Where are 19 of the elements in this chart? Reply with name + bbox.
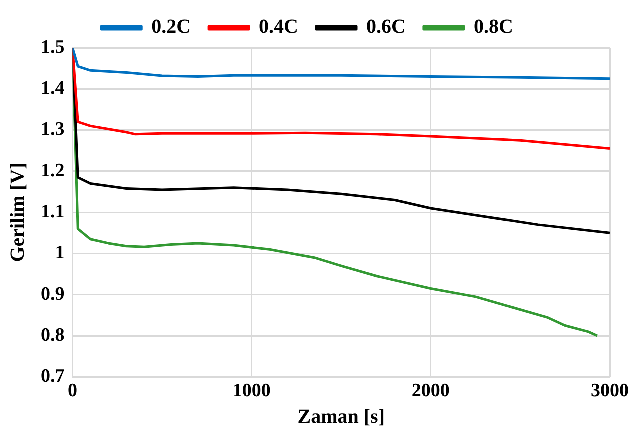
y-tick-label: 0.7 (41, 366, 66, 388)
y-tick-label: 0.8 (41, 324, 65, 346)
x-tick-label: 2000 (412, 380, 450, 402)
legend-label: 0.6C (366, 16, 406, 38)
x-tick-label: 1000 (232, 380, 271, 402)
y-tick-label: 1.3 (41, 119, 65, 140)
y-tick-label: 1.1 (41, 202, 65, 223)
y-tick-label: 1 (55, 242, 65, 264)
legend-label: 0.4C (259, 16, 299, 38)
legend-label: 0.8C (474, 16, 514, 38)
y-tick-label: 1.2 (41, 160, 65, 182)
x-axis-title: Zaman [s] (298, 406, 385, 428)
legend-label: 0.2C (152, 16, 192, 38)
y-axis-title: Gerilim [V] (7, 162, 30, 262)
x-tick-label: 0 (68, 380, 78, 402)
y-tick-label: 1.4 (41, 78, 66, 100)
x-tick-label: 3000 (591, 380, 629, 402)
y-tick-label: 1.5 (41, 36, 65, 58)
y-tick-label: 0.9 (41, 284, 65, 305)
